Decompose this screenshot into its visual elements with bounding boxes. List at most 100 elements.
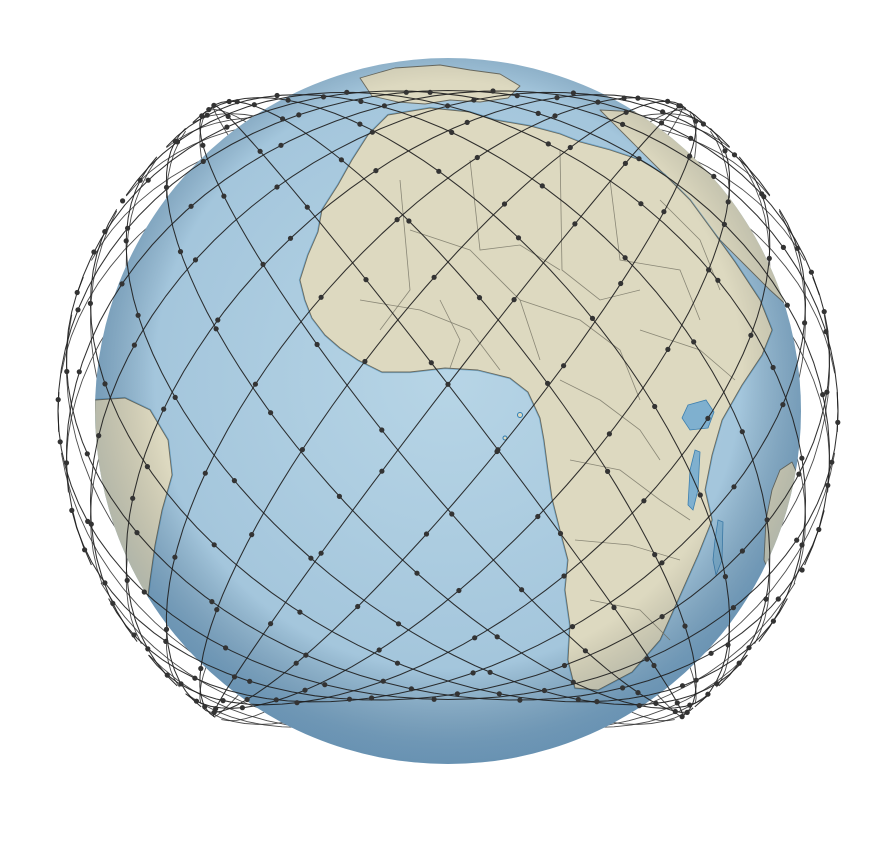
satellite-dot-icon (408, 686, 414, 692)
satellite-dot-icon (303, 652, 309, 658)
satellite-dot-icon (192, 675, 198, 681)
satellite-dot-icon (251, 102, 257, 108)
satellite-dot-icon (423, 531, 430, 537)
satellite-dot-icon (296, 112, 302, 118)
satellite-dot-icon (714, 681, 720, 687)
satellite-dot-icon (679, 714, 685, 720)
satellite-dot-icon (96, 433, 102, 439)
orbit-path-front (209, 100, 697, 718)
satellite-dot-icon (206, 107, 212, 113)
satellite-dot-icon (308, 555, 314, 561)
satellite-dot-icon (569, 624, 576, 630)
satellite-dot-icon (780, 402, 786, 408)
satellite-dot-icon (635, 690, 641, 696)
satellite-dot-icon (202, 470, 208, 476)
satellite-dot-icon (661, 209, 667, 215)
satellite-dot-icon (204, 112, 210, 118)
satellite-dot-icon (816, 526, 822, 533)
satellite-dot-icon (672, 708, 678, 715)
satellite-dot-icon (820, 392, 826, 398)
satellite-dot-icon (687, 702, 693, 708)
satellite-dot-icon (575, 696, 581, 703)
satellite-dot-icon (705, 691, 711, 697)
satellite-dot-icon (369, 695, 375, 701)
satellite-dot-icon (395, 621, 402, 627)
satellite-dot-icon (539, 183, 545, 189)
satellite-dot-icon (561, 662, 568, 669)
orbit-path-front (166, 94, 771, 687)
satellite-dot-icon (76, 369, 82, 375)
satellite-dot-icon (799, 542, 805, 548)
satellite-dot-icon (764, 517, 770, 523)
satellite-dot-icon (705, 415, 711, 421)
satellite-dot-icon (693, 118, 699, 124)
satellite-dot-icon (211, 709, 217, 716)
satellite-dot-icon (172, 394, 178, 400)
satellite-dot-icon (163, 626, 170, 633)
satellite-dot-icon (285, 97, 291, 103)
satellite-dot-icon (835, 419, 841, 425)
satellite-dot-icon (676, 103, 682, 109)
satellite-dot-icon (145, 177, 151, 183)
satellite-dot-icon (722, 148, 728, 154)
satellite-dot-icon (739, 429, 745, 435)
satellite-dot-icon (257, 148, 263, 154)
satellite-dot-icon (761, 194, 767, 200)
orbit-path-front (89, 91, 771, 642)
satellite-dot-icon (780, 244, 787, 250)
satellite-dot-icon (293, 660, 299, 666)
satellite-dot-icon (223, 645, 229, 651)
satellite-dot-icon (363, 277, 369, 283)
satellite-dot-icon (796, 471, 802, 477)
satellite-dot-icon (297, 609, 303, 615)
satellite-dot-icon (304, 204, 310, 210)
satellite-dot-icon (658, 120, 665, 126)
satellite-dot-icon (572, 221, 578, 227)
satellite-dot-icon (134, 530, 140, 536)
satellite-dot-icon (638, 201, 644, 207)
satellite-dot-icon (766, 255, 772, 261)
satellite-dot-icon (394, 217, 400, 223)
satellite-dot-icon (200, 158, 206, 164)
satellite-dot-icon (708, 650, 714, 656)
satellite-dot-icon (641, 498, 647, 504)
satellite-dot-icon (110, 600, 116, 607)
satellite-dot-icon (684, 709, 690, 716)
satellite-dot-icon (674, 700, 680, 706)
satellite-dot-icon (605, 468, 611, 474)
orbit-path-front (165, 127, 711, 709)
satellite-dot-icon (496, 691, 502, 697)
satellite-dot-icon (687, 153, 693, 159)
satellite-dot-icon (244, 696, 250, 703)
satellite-dot-icon (682, 623, 688, 629)
satellite-dot-icon (821, 309, 827, 315)
satellite-dot-icon (449, 511, 455, 517)
satellite-dot-icon (545, 380, 551, 386)
satellite-dot-icon (799, 455, 805, 461)
satellite-dot-icon (211, 542, 217, 548)
satellite-dot-icon (63, 460, 70, 466)
satellite-dot-icon (318, 294, 324, 300)
satellite-dot-icon (161, 406, 167, 412)
satellite-dot-icon (554, 95, 560, 101)
satellite-dot-icon (722, 574, 729, 580)
satellite-dot-icon (355, 603, 361, 610)
satellite-dot-icon (487, 669, 493, 675)
satellite-dot-icon (823, 329, 829, 335)
satellite-dot-icon (688, 135, 694, 141)
satellite-dot-icon (177, 249, 184, 255)
satellite-dot-icon (87, 300, 93, 306)
satellite-dot-icon (381, 103, 387, 109)
satellite-dot-icon (454, 691, 460, 697)
satellite-dot-icon (829, 459, 835, 465)
satellite-dot-icon (697, 492, 703, 498)
satellite-dot-icon (561, 363, 567, 369)
satellite-dot-icon (135, 312, 141, 318)
satellite-dot-icon (249, 532, 255, 538)
satellite-dot-icon (209, 599, 215, 605)
satellite-dot-icon (314, 341, 320, 348)
satellite-dot-icon (55, 397, 61, 403)
satellite-dot-icon (636, 703, 642, 709)
